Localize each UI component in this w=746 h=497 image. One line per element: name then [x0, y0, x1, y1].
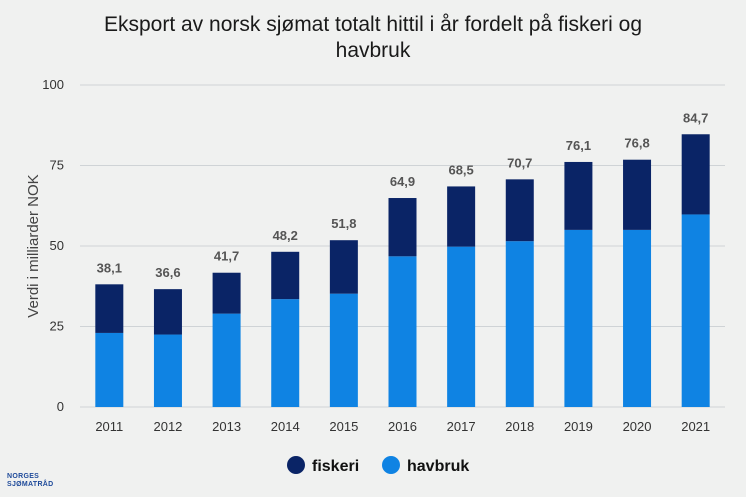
bar-fiskeri-2011 [95, 284, 124, 333]
y-tick-100: 100 [42, 77, 64, 92]
total-label-2011: 38,1 [97, 260, 122, 275]
y-tick-50: 50 [50, 238, 64, 253]
bar-havbruk-2017 [447, 246, 476, 407]
legend: fiskeri havbruk [287, 456, 469, 475]
bar-havbruk-2014 [271, 299, 300, 407]
x-tick-labels: 2011 2012 2013 2014 2015 2016 2017 2018 2019 2020… [95, 419, 710, 434]
total-label-2017: 68,5 [448, 162, 473, 177]
bar-fiskeri-2017 [447, 186, 476, 247]
bar-fiskeri-2019 [564, 161, 593, 230]
bar-havbruk-2012 [153, 334, 182, 407]
total-labels: 38,1 36,6 41,7 48,2 51,8 64,9 68,5 70,7 76,1 76,8… [97, 110, 709, 280]
total-label-2018: 70,7 [507, 155, 532, 170]
total-label-2015: 51,8 [331, 216, 356, 231]
x-tick-2016: 2016 [388, 419, 417, 434]
bar-fiskeri-2021 [681, 134, 710, 215]
bar-havbruk-2020 [623, 229, 652, 407]
bar-fiskeri-2014 [271, 251, 300, 300]
bars [95, 134, 710, 407]
logo-text-line2: SJØMATRÅD [7, 481, 54, 488]
legend-marker-fiskeri [287, 456, 305, 474]
bar-fiskeri-2018 [505, 179, 534, 242]
y-axis-label: Verdi i milliarder NOK [25, 174, 42, 317]
logo-text-line1: NORGES [7, 473, 40, 480]
bar-fiskeri-2020 [623, 159, 652, 230]
x-tick-2020: 2020 [623, 419, 652, 434]
bar-fiskeri-2012 [153, 289, 182, 335]
total-label-2014: 48,2 [273, 228, 298, 243]
x-tick-2021: 2021 [681, 419, 710, 434]
legend-label-fiskeri: fiskeri [312, 458, 359, 475]
total-label-2020: 76,8 [624, 136, 649, 151]
bar-havbruk-2013 [212, 313, 241, 407]
bar-havbruk-2011 [95, 332, 124, 407]
bar-havbruk-2021 [681, 214, 710, 407]
y-tick-0: 0 [57, 399, 64, 414]
y-tick-25: 25 [50, 319, 64, 334]
bar-havbruk-2018 [505, 241, 534, 407]
bar-havbruk-2016 [388, 256, 417, 407]
chart-title-line1: Eksport av norsk sjømat totalt hittil i … [104, 13, 642, 36]
total-label-2019: 76,1 [566, 138, 591, 153]
bar-fiskeri-2013 [212, 272, 241, 314]
chart-title-line2: havbruk [336, 39, 411, 62]
x-tick-2015: 2015 [329, 419, 358, 434]
total-label-2021: 84,7 [683, 110, 708, 125]
x-tick-2017: 2017 [447, 419, 476, 434]
bar-havbruk-2019 [564, 229, 593, 407]
x-tick-2011: 2011 [95, 419, 123, 434]
legend-marker-havbruk [382, 456, 400, 474]
total-label-2012: 36,6 [155, 265, 180, 280]
x-tick-2019: 2019 [564, 419, 593, 434]
total-label-2013: 41,7 [214, 249, 239, 264]
x-tick-2013: 2013 [212, 419, 241, 434]
total-label-2016: 64,9 [390, 174, 415, 189]
bar-fiskeri-2016 [388, 198, 417, 257]
bar-havbruk-2015 [329, 293, 358, 407]
brand-logo: NORGES SJØMATRÅD [7, 473, 77, 489]
bar-fiskeri-2015 [329, 240, 358, 294]
y-tick-labels: 0 25 50 75 100 [42, 77, 64, 414]
legend-label-havbruk: havbruk [407, 458, 469, 475]
x-tick-2018: 2018 [505, 419, 534, 434]
x-tick-2012: 2012 [153, 419, 182, 434]
y-tick-75: 75 [50, 158, 64, 173]
x-tick-2014: 2014 [271, 419, 300, 434]
